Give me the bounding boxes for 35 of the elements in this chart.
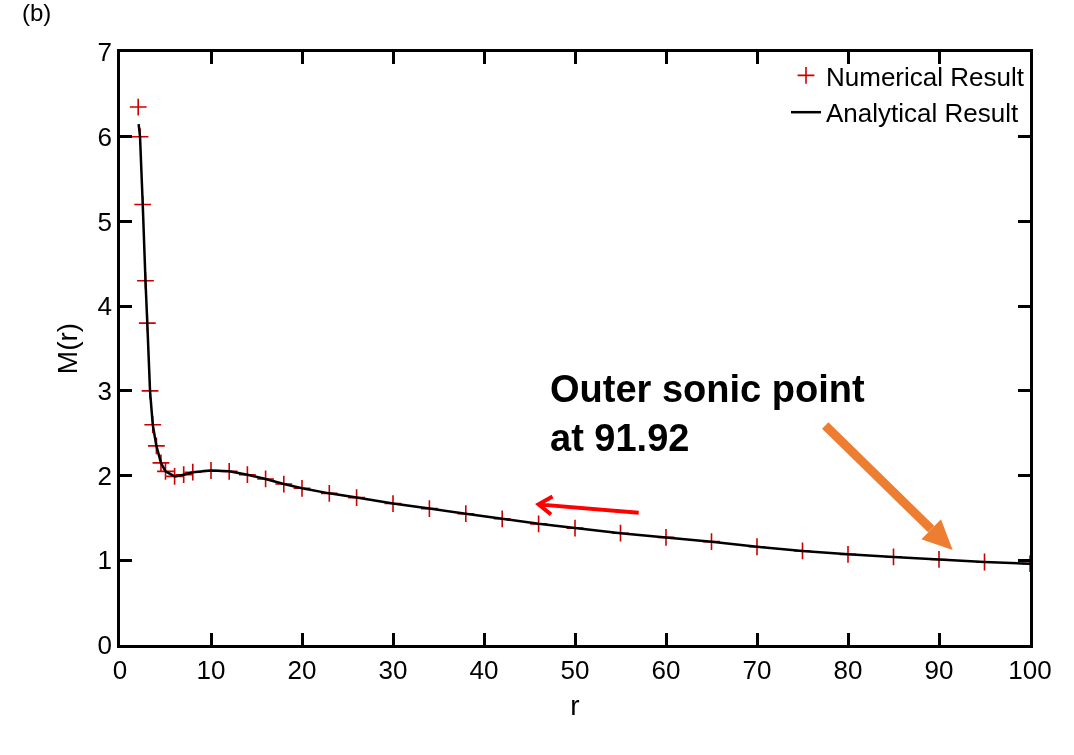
- legend-label: Analytical Result: [826, 98, 1019, 129]
- y-tick-label: 2: [97, 460, 113, 491]
- x-tick-label: 90: [924, 654, 954, 685]
- point: [529, 514, 548, 534]
- x-tick-label: 80: [833, 654, 863, 685]
- x-tick-label: 20: [287, 654, 317, 685]
- point: [493, 509, 512, 528]
- point: [256, 469, 275, 489]
- y-tick-label: 7: [97, 37, 113, 68]
- point: [292, 479, 312, 498]
- x-tick-label: 70: [742, 654, 772, 685]
- annotation: Outer sonic point at 91.92: [550, 368, 865, 460]
- point: [174, 465, 193, 484]
- y-tick-label: 0: [97, 630, 113, 661]
- x-tick-label: 100: [1008, 654, 1052, 685]
- x-tick-label: 10: [196, 654, 226, 685]
- point: [147, 436, 166, 456]
- x-axis-title: r: [570, 690, 580, 722]
- x-tick-label: 60: [651, 654, 681, 685]
- y-tick-label: 6: [97, 121, 113, 152]
- text: (b): [22, 0, 52, 26]
- x-tick-label: 50: [560, 654, 590, 685]
- point: [143, 415, 162, 434]
- point: [238, 465, 257, 484]
- point: [129, 97, 148, 117]
- point: [151, 453, 171, 473]
- y-tick-label: 1: [97, 545, 113, 576]
- point: [274, 474, 293, 494]
- y-axis-title: M(r): [52, 322, 84, 375]
- legend-label: Numerical Result: [826, 61, 1025, 92]
- y-tick-label: 4: [97, 291, 113, 322]
- x-tick-label: 30: [378, 654, 408, 685]
- y-tick-label: 3: [97, 375, 113, 406]
- x-tick-label: 40: [469, 654, 499, 685]
- y-tick-label: 5: [97, 206, 113, 237]
